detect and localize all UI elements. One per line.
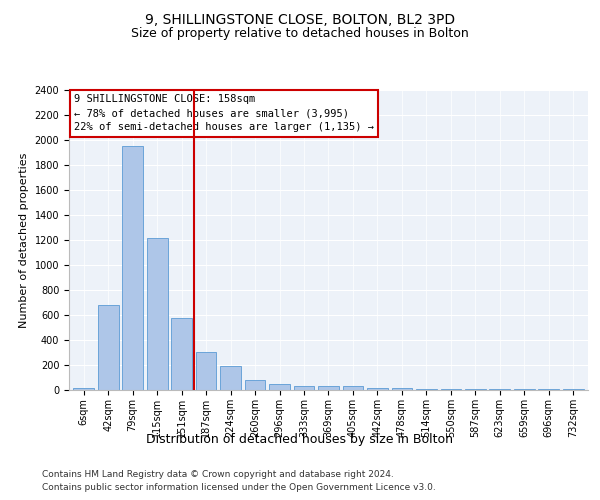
Bar xyxy=(465,389,486,390)
Bar xyxy=(245,380,265,390)
Bar xyxy=(73,388,94,390)
Text: Distribution of detached houses by size in Bolton: Distribution of detached houses by size … xyxy=(146,432,454,446)
Bar xyxy=(220,366,241,390)
Bar xyxy=(98,305,119,390)
Text: 9 SHILLINGSTONE CLOSE: 158sqm
← 78% of detached houses are smaller (3,995)
22% o: 9 SHILLINGSTONE CLOSE: 158sqm ← 78% of d… xyxy=(74,94,374,132)
Bar xyxy=(416,389,437,390)
Text: Size of property relative to detached houses in Bolton: Size of property relative to detached ho… xyxy=(131,28,469,40)
Bar xyxy=(440,389,461,390)
Text: 9, SHILLINGSTONE CLOSE, BOLTON, BL2 3PD: 9, SHILLINGSTONE CLOSE, BOLTON, BL2 3PD xyxy=(145,12,455,26)
Y-axis label: Number of detached properties: Number of detached properties xyxy=(19,152,29,328)
Bar xyxy=(318,386,339,390)
Bar xyxy=(171,318,192,390)
Bar xyxy=(196,352,217,390)
Text: Contains HM Land Registry data © Crown copyright and database right 2024.: Contains HM Land Registry data © Crown c… xyxy=(42,470,394,479)
Bar xyxy=(343,386,364,390)
Bar xyxy=(392,388,412,390)
Bar xyxy=(269,384,290,390)
Bar xyxy=(367,388,388,390)
Bar xyxy=(293,386,314,390)
Text: Contains public sector information licensed under the Open Government Licence v3: Contains public sector information licen… xyxy=(42,482,436,492)
Bar xyxy=(122,146,143,390)
Bar xyxy=(147,238,167,390)
